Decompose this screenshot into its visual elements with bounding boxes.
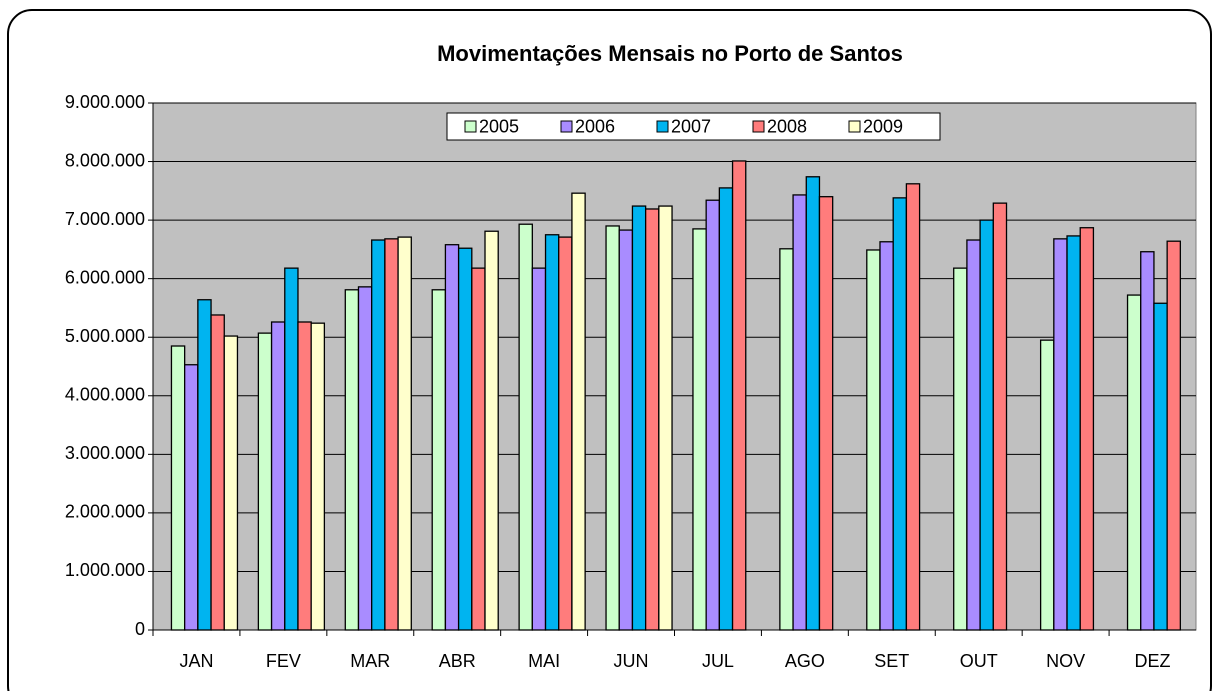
bar (371, 239, 386, 631)
bar (818, 196, 834, 631)
bar (431, 289, 447, 631)
bar (692, 228, 707, 631)
x-tick-label: NOV (1046, 651, 1085, 671)
x-tick-label: JAN (179, 651, 213, 671)
x-tick-label: MAR (350, 651, 390, 671)
bar (471, 267, 486, 631)
bar (618, 229, 634, 631)
bar (1153, 302, 1168, 631)
bar (979, 219, 994, 631)
bar (1053, 238, 1068, 631)
legend-swatch (752, 120, 765, 133)
bar (397, 236, 412, 631)
bar (1126, 294, 1142, 631)
legend-label: 2008 (767, 116, 807, 136)
legend-swatch (464, 120, 477, 133)
x-tick-label: JUL (702, 651, 734, 671)
legend-label: 2009 (863, 116, 903, 136)
x-tick-label: ABR (439, 651, 476, 671)
bar (544, 234, 560, 631)
y-tick-label: 8.000.000 (65, 150, 145, 170)
x-tick-label: DEZ (1135, 651, 1171, 671)
bar (210, 314, 225, 631)
bar (779, 248, 794, 631)
bar (484, 230, 499, 631)
y-tick-label: 6.000.000 (65, 267, 145, 287)
x-tick-label: AGO (785, 651, 825, 671)
x-tick-label: FEV (266, 651, 301, 671)
bar (310, 322, 326, 631)
bar (384, 238, 399, 631)
chart-title: Movimentações Mensais no Porto de Santos (437, 41, 903, 66)
legend-label: 2007 (671, 116, 711, 136)
y-tick-label: 7.000.000 (65, 209, 145, 229)
legend-swatch (656, 120, 669, 133)
bar (705, 199, 721, 631)
x-tick-label: MAI (528, 651, 560, 671)
bar (444, 244, 460, 631)
bar (953, 267, 968, 631)
bar (1079, 227, 1095, 631)
y-tick-label: 5.000.000 (65, 326, 145, 346)
bar (284, 267, 299, 631)
y-tick-label: 3.000.000 (65, 443, 145, 463)
bar (257, 332, 273, 631)
bar (718, 187, 734, 631)
bar (531, 267, 547, 631)
bar (658, 205, 673, 631)
y-tick-label: 2.000.000 (65, 502, 145, 522)
bar (605, 225, 620, 631)
bar (270, 321, 286, 631)
bar (905, 183, 921, 631)
bar (357, 286, 373, 631)
bar (644, 208, 660, 631)
y-tick-label: 0 (135, 619, 145, 639)
bar (792, 194, 807, 631)
bar (457, 247, 473, 631)
x-tick-label: OUT (960, 651, 998, 671)
bar (170, 345, 186, 631)
bar (1166, 240, 1181, 631)
legend-swatch (560, 120, 573, 133)
bar (892, 197, 908, 631)
bar (1066, 235, 1081, 631)
bar (184, 364, 199, 631)
bar (866, 249, 881, 631)
y-tick-label: 9.000.000 (65, 92, 145, 112)
bar (966, 239, 981, 631)
legend-label: 2005 (479, 116, 519, 136)
bar (731, 160, 747, 631)
bar (558, 236, 573, 631)
bar (223, 335, 239, 631)
bar (805, 176, 821, 631)
y-tick-label: 4.000.000 (65, 385, 145, 405)
bar (992, 202, 1008, 631)
y-tick-label: 1.000.000 (65, 560, 145, 580)
bar (344, 289, 360, 631)
legend-label: 2006 (575, 116, 615, 136)
bar (197, 299, 212, 631)
legend-swatch (848, 120, 861, 133)
bar (571, 192, 586, 631)
plot-area (152, 102, 1197, 631)
x-tick-label: JUN (614, 651, 649, 671)
bar (518, 223, 533, 631)
bar (1140, 251, 1155, 631)
bar (297, 321, 312, 631)
bar (1039, 339, 1055, 631)
bar (631, 205, 647, 631)
bar (879, 241, 894, 631)
x-tick-label: SET (874, 651, 909, 671)
